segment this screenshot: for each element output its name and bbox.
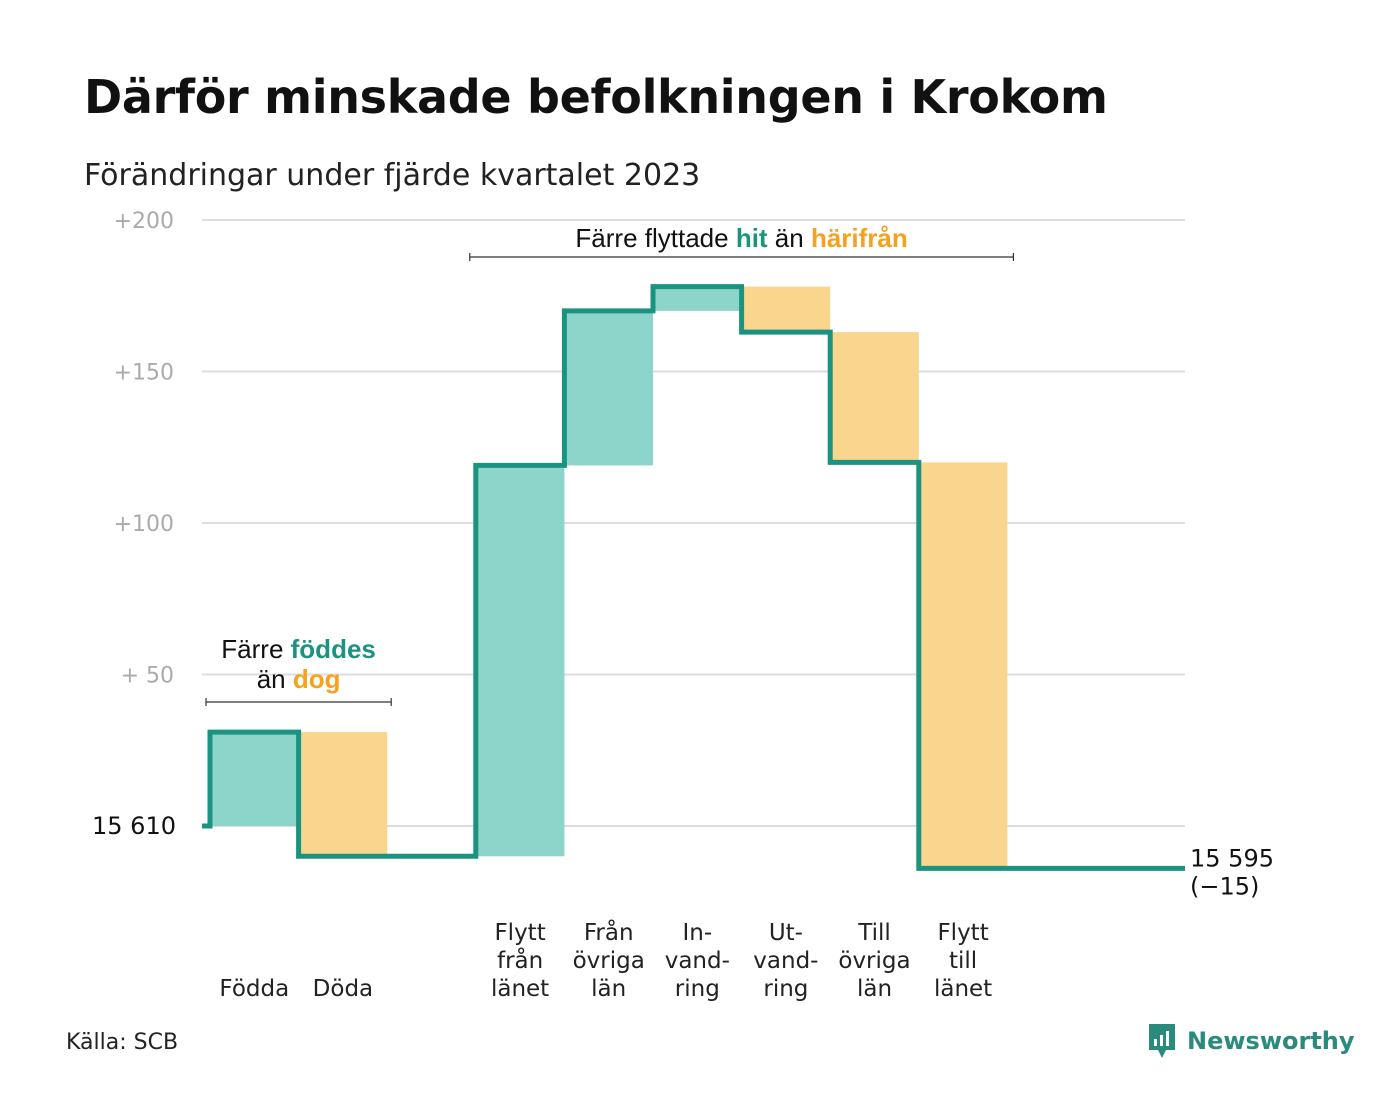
- category-label: vand-: [665, 948, 730, 974]
- waterfall-bar: [298, 732, 388, 857]
- migration-annotation: Färre flyttade hit än härifrån: [575, 223, 907, 253]
- births-annotation-highlight: föddes: [291, 634, 376, 664]
- logo-text: Newsworthy: [1187, 1027, 1355, 1055]
- chart-title: Därför minskade befolkningen i Krokom: [84, 70, 1108, 124]
- y-tick-label: +100: [114, 512, 174, 537]
- end-change-label: (−15): [1190, 872, 1259, 900]
- category-label: Döda: [313, 976, 373, 1002]
- waterfall-bar: [830, 332, 919, 463]
- category-label: vand-: [753, 948, 818, 974]
- newsworthy-logo-icon: [1149, 1024, 1175, 1058]
- cumulative-line: [202, 284, 1185, 871]
- cumulative-line-path: [202, 284, 1185, 871]
- migration-annotation-prefix: Färre flyttade: [575, 223, 735, 253]
- start-value-label: 15 610: [92, 812, 176, 840]
- end-value-label: 15 595: [1190, 844, 1274, 872]
- category-label: länet: [491, 976, 549, 1002]
- category-label: från: [497, 946, 543, 974]
- bars: [210, 286, 1008, 869]
- chart-subtitle: Förändringar under fjärde kvartalet 2023: [84, 158, 701, 193]
- category-label: Födda: [219, 976, 289, 1002]
- newsworthy-logo: Newsworthy: [1147, 1022, 1355, 1060]
- births-annotation-highlight2: dog: [293, 664, 341, 694]
- category-label: ring: [763, 976, 808, 1002]
- category-label: övriga: [573, 948, 645, 974]
- waterfall-bar: [564, 310, 653, 466]
- category-label: län: [857, 976, 892, 1002]
- category-label: län: [591, 976, 626, 1002]
- category-label: Till: [857, 920, 891, 946]
- category-label: övriga: [838, 948, 910, 974]
- births-annotation-prefix2: än: [257, 664, 293, 694]
- waterfall-bar: [475, 465, 565, 857]
- waterfall-bar: [918, 462, 1008, 869]
- births-annotation-prefix: Färre: [221, 634, 290, 664]
- births-annotation-line1: Färre föddes: [221, 634, 376, 664]
- y-tick-label: +150: [114, 361, 174, 386]
- migration-annotation-highlight1: hit: [736, 223, 768, 253]
- waterfall-bar: [653, 286, 742, 311]
- waterfall-bar: [210, 732, 299, 826]
- category-label: ring: [675, 976, 720, 1002]
- y-tick-label: +200: [114, 209, 174, 234]
- category-label: Ut-: [769, 920, 803, 946]
- migration-annotation-highlight2: härifrån: [811, 223, 908, 253]
- category-label: till: [949, 948, 977, 974]
- y-tick-label: + 50: [121, 664, 174, 689]
- category-label: In-: [682, 920, 712, 946]
- migration-annotation-middle: än: [768, 223, 811, 253]
- category-label: Från: [584, 918, 634, 946]
- category-label: Flytt: [937, 920, 988, 946]
- category-label: Flytt: [494, 920, 545, 946]
- births-annotation-line2: än dog: [257, 664, 341, 694]
- source-note: Källa: SCB: [66, 1030, 179, 1055]
- waterfall-bar: [741, 286, 831, 333]
- category-label: länet: [934, 976, 992, 1002]
